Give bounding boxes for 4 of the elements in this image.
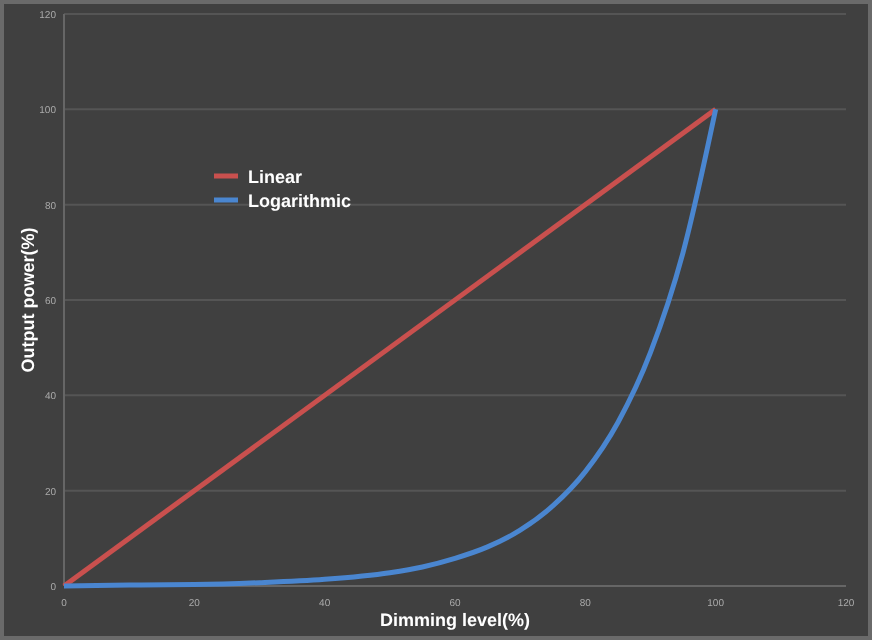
legend-label: Logarithmic xyxy=(248,191,352,211)
x-axis-title: Dimming level(%) xyxy=(379,610,531,630)
y-axis-title: Output power(%) xyxy=(18,227,38,373)
legend-label: Linear xyxy=(248,167,304,187)
